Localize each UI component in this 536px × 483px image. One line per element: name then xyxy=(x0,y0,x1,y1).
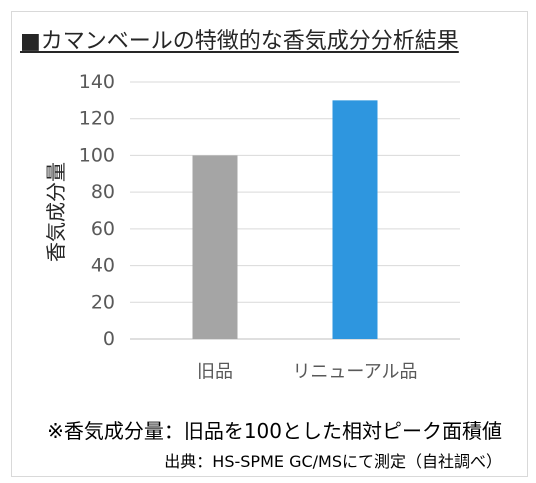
x-category-label: 旧品 xyxy=(197,362,233,383)
y-tick-label: 40 xyxy=(91,255,115,277)
y-axis-ticks: 0 20 40 60 80 100 120 140 xyxy=(79,71,115,350)
y-tick-label: 120 xyxy=(79,108,115,130)
y-tick-label: 100 xyxy=(79,144,115,166)
bar xyxy=(332,100,378,339)
bar xyxy=(192,155,238,339)
y-axis-label: 香気成分量 xyxy=(44,162,68,262)
bars xyxy=(192,100,378,339)
y-tick-label: 140 xyxy=(79,71,115,93)
y-tick-label: 80 xyxy=(91,181,115,203)
y-tick-label: 20 xyxy=(91,291,115,313)
chart-frame xyxy=(11,11,528,477)
x-axis-categories: 旧品 リニューアル品 xyxy=(197,362,418,383)
gridlines xyxy=(130,81,460,340)
footnote-definition: ※香気成分量：旧品を100とした相対ピーク面積値 xyxy=(47,419,502,443)
footnote-source: 出典：HS-SPME GC/MSにて測定（自社調べ） xyxy=(164,452,502,471)
y-tick-label: 60 xyxy=(91,218,115,240)
chart-title: ■カマンベールの特徴的な香気成分分析結果 xyxy=(20,29,459,54)
y-tick-label: 0 xyxy=(103,328,115,350)
x-category-label: リニューアル品 xyxy=(292,362,417,383)
